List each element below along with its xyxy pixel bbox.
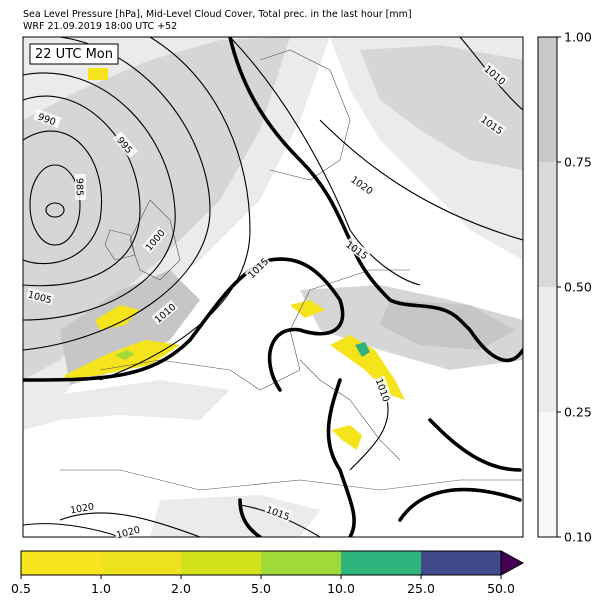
colorbar-tick-label: 0.25 [564,405,592,420]
colorbar-tick-label: 5.0 [251,581,271,596]
isobar-label-bg [75,174,86,200]
isobar-label-bg [373,375,394,404]
cloud-colorbar: 0.10 0.25 0.50 0.75 1.00 [537,30,592,545]
colorbar-tick-label: 25.0 [407,581,435,596]
colorbar-segment [101,551,181,575]
isobar-labels: 9909959851000100510101015102010151010101… [26,62,509,541]
isobar-label-bg [142,226,168,254]
isobar-label-bg [68,499,96,516]
isobar-label-bg [481,62,509,88]
isobar-label-bg [113,522,142,541]
colorbar-segment [261,551,341,575]
colorbar-segment [538,162,557,287]
isobar-label-bg [343,237,372,262]
isobar-label-bg [244,254,271,281]
colorbar-tick-label: 0.75 [564,155,592,170]
colorbar-tick-label: 50.0 [487,581,515,596]
colorbar-segment [421,551,501,575]
isobar-label: 1020 [69,501,95,516]
precip-colorbar: 0.5 1.0 2.0 5.0 10.0 25.0 50.0 [11,550,525,596]
colorbar-tick-label: 0.50 [564,280,592,295]
time-label: 22 UTC Mon [35,47,113,62]
colorbar-segment [181,551,261,575]
colorbar-segment [21,551,101,575]
colorbar-segment [538,37,557,162]
title-line: WRF 21.09.2019 18:00 UTC +52 [23,21,177,32]
colorbar-segment [538,412,557,537]
isobar-label-bg [112,131,138,159]
map-area [23,37,523,537]
isobar-label: 985 [74,178,85,196]
colorbar-tick-label: 10.0 [327,581,355,596]
colorbar-extension [500,550,525,576]
colorbar-tick-label: 1.00 [564,30,592,45]
isobar-label-bg [348,172,377,197]
colorbar-tick-label: 0.5 [11,581,31,596]
isobar-label-bg [151,300,179,326]
title-line: Sea Level Pressure [hPa], Mid-Level Clou… [23,9,412,20]
colorbar-tick-label: 0.10 [564,530,592,545]
colorbar-tick-label: 2.0 [171,581,191,596]
isobar-label-bg [33,108,62,129]
colorbar-segment [341,551,421,575]
isobar-label-bg [478,112,507,137]
map-frame [22,36,524,538]
colorbar-tick-label: 1.0 [91,581,111,596]
colorbar-segment [538,287,557,412]
isobar-label-bg [264,502,293,523]
isobar-label-bg [26,287,55,306]
time-label-box [29,43,119,65]
